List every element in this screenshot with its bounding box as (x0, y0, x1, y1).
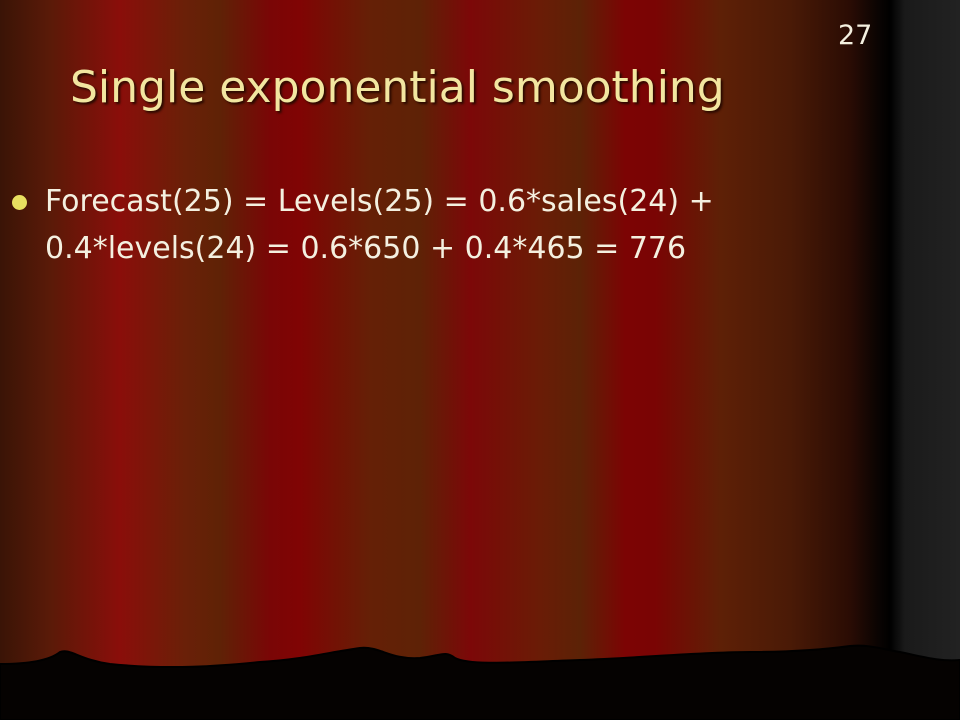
bullet: Forecast(25) = Levels(25) = 0.6*sales(24… (12, 178, 892, 272)
slide-title: Single exponential smoothing (70, 62, 725, 113)
bullet-list: Forecast(25) = Levels(25) = 0.6*sales(24… (12, 178, 892, 272)
slide-number: 27 (838, 20, 873, 51)
